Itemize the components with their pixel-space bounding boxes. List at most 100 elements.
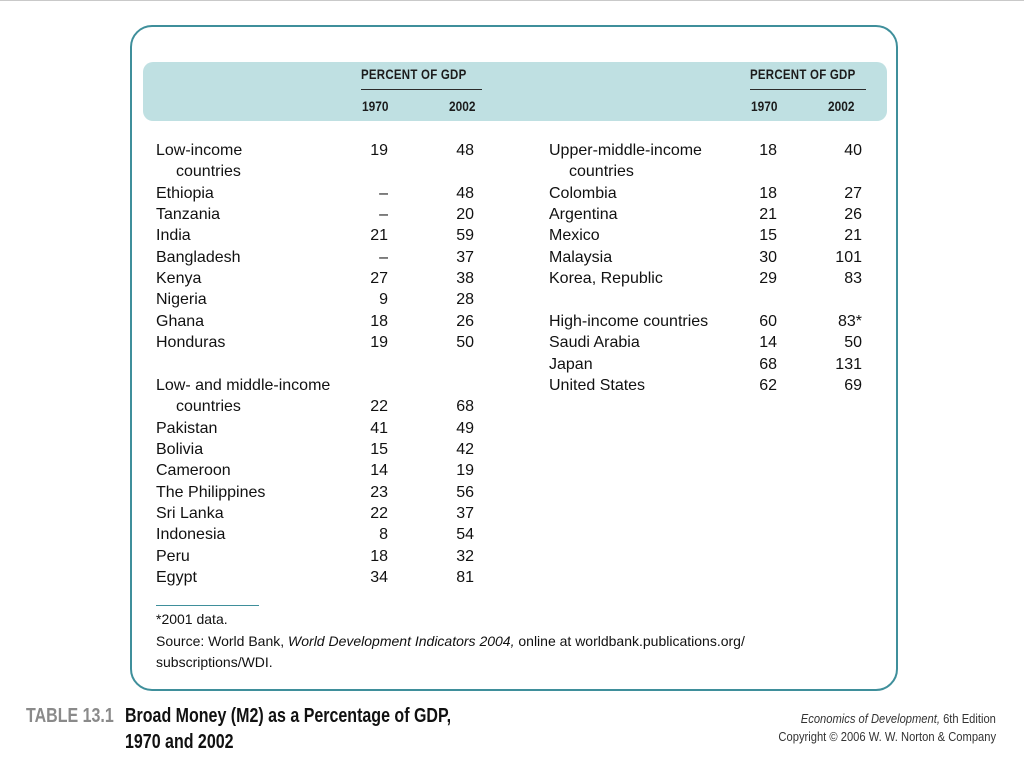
value-1970: 8 — [379, 526, 388, 544]
value-2002: 26 — [456, 312, 474, 330]
value-1970: 18 — [370, 312, 388, 330]
value-2002: 32 — [456, 547, 474, 565]
left-group-header: PERCENT OF GDP — [361, 66, 491, 82]
row-label: Korea, Republic — [549, 270, 663, 288]
row-label: Nigeria — [156, 291, 207, 309]
value-2002: 131 — [835, 355, 862, 373]
value-1970: – — [379, 206, 388, 224]
caption-title-line-2: 1970 and 2002 — [125, 731, 234, 753]
value-1970: 19 — [370, 334, 388, 352]
row-label: The Philippines — [156, 483, 266, 501]
row-label: High-income countries — [549, 312, 709, 330]
value-2002: 26 — [844, 206, 862, 224]
left-header-rule — [361, 89, 482, 90]
value-1970: 14 — [759, 334, 777, 352]
value-2002: 37 — [456, 505, 474, 523]
value-1970: 41 — [370, 419, 388, 437]
value-2002: 54 — [456, 526, 474, 544]
value-2002: 83 — [844, 270, 862, 288]
row-label: Pakistan — [156, 419, 218, 437]
row-label: Tanzania — [156, 206, 221, 224]
value-1970: 30 — [759, 248, 777, 266]
source-line-1: Source: World Bank, World Development In… — [156, 631, 745, 652]
credit-book: Economics of Development, 6th Edition — [801, 711, 996, 726]
value-1970: 18 — [370, 547, 388, 565]
value-2002: 81 — [456, 569, 474, 587]
value-1970: 21 — [370, 227, 388, 245]
source-title: World Development Indicators 2004, — [288, 633, 515, 649]
value-1970: 68 — [759, 355, 777, 373]
value-1970: – — [379, 184, 388, 202]
value-1970: – — [379, 248, 388, 266]
row-label: Egypt — [156, 569, 197, 587]
value-2002: 50 — [456, 334, 474, 352]
value-2002: 59 — [456, 227, 474, 245]
row-label: Japan — [549, 355, 593, 373]
value-1970: 34 — [370, 569, 388, 587]
row-label: Low-income — [156, 142, 243, 159]
footnote-rule — [156, 605, 259, 606]
value-1970: 19 — [370, 142, 388, 159]
value-2002: 42 — [456, 441, 474, 459]
value-1970: 29 — [759, 270, 777, 288]
value-1970: 22 — [370, 505, 388, 523]
row-label: Argentina — [549, 206, 618, 224]
value-2002: 28 — [456, 291, 474, 309]
value-1970: 15 — [759, 227, 777, 245]
value-1970: 62 — [759, 377, 777, 394]
right-group-header: PERCENT OF GDP — [750, 66, 880, 82]
row-label: Indonesia — [156, 526, 226, 544]
table-header-band — [143, 62, 887, 121]
right-year-1970: 1970 — [751, 98, 778, 114]
value-2002: 19 — [456, 462, 474, 480]
value-2002: 37 — [456, 248, 474, 266]
row-label: countries — [176, 398, 241, 416]
value-2002: 48 — [456, 184, 474, 202]
caption-label: TABLE 13.1 — [26, 705, 114, 727]
value-1970: 18 — [759, 142, 777, 159]
row-label: Honduras — [156, 334, 226, 352]
right-percent-of-gdp: PERCENT OF GDP — [750, 66, 856, 82]
row-label: Sri Lanka — [156, 505, 224, 523]
value-1970: 22 — [370, 398, 388, 416]
credit-copyright: Copyright © 2006 W. W. Norton & Company — [778, 729, 996, 744]
top-divider — [0, 0, 1024, 1]
row-label: United States — [549, 377, 646, 394]
value-1970: 9 — [379, 291, 388, 309]
source-prefix: Source: World Bank, — [156, 633, 289, 649]
value-2002: 56 — [456, 483, 474, 501]
row-label: Malaysia — [549, 248, 613, 266]
value-1970: 23 — [370, 483, 388, 501]
credit-edition: 6th Edition — [940, 711, 996, 726]
row-label: Upper-middle-income — [549, 142, 702, 159]
row-label: Saudi Arabia — [549, 334, 640, 352]
row-label: Ethiopia — [156, 184, 214, 202]
value-2002: 69 — [844, 377, 862, 394]
value-1970: 27 — [370, 270, 388, 288]
footnote: *2001 data. — [156, 611, 228, 627]
value-2002: 48 — [456, 142, 474, 159]
row-label: Colombia — [549, 184, 617, 202]
value-2002: 40 — [844, 142, 862, 159]
value-1970: 18 — [759, 184, 777, 202]
row-label: Low- and middle-income — [156, 377, 331, 394]
left-percent-of-gdp: PERCENT OF GDP — [361, 66, 467, 82]
value-1970: 21 — [759, 206, 777, 224]
value-2002: 21 — [844, 227, 862, 245]
value-2002: 101 — [835, 248, 862, 266]
value-2002: 27 — [844, 184, 862, 202]
right-header-rule — [750, 89, 866, 90]
row-label: Ghana — [156, 312, 205, 330]
value-2002: 38 — [456, 270, 474, 288]
value-2002: 20 — [456, 206, 474, 224]
row-label: Cameroon — [156, 462, 231, 480]
row-label: Mexico — [549, 227, 600, 245]
value-2002: 83* — [837, 312, 862, 330]
row-label: Bolivia — [156, 441, 204, 459]
row-label: India — [156, 227, 191, 245]
row-label: Kenya — [156, 270, 202, 288]
row-label: countries — [176, 163, 241, 181]
value-2002: 68 — [456, 398, 474, 416]
right-year-2002: 2002 — [828, 98, 855, 114]
value-2002: 50 — [844, 334, 862, 352]
